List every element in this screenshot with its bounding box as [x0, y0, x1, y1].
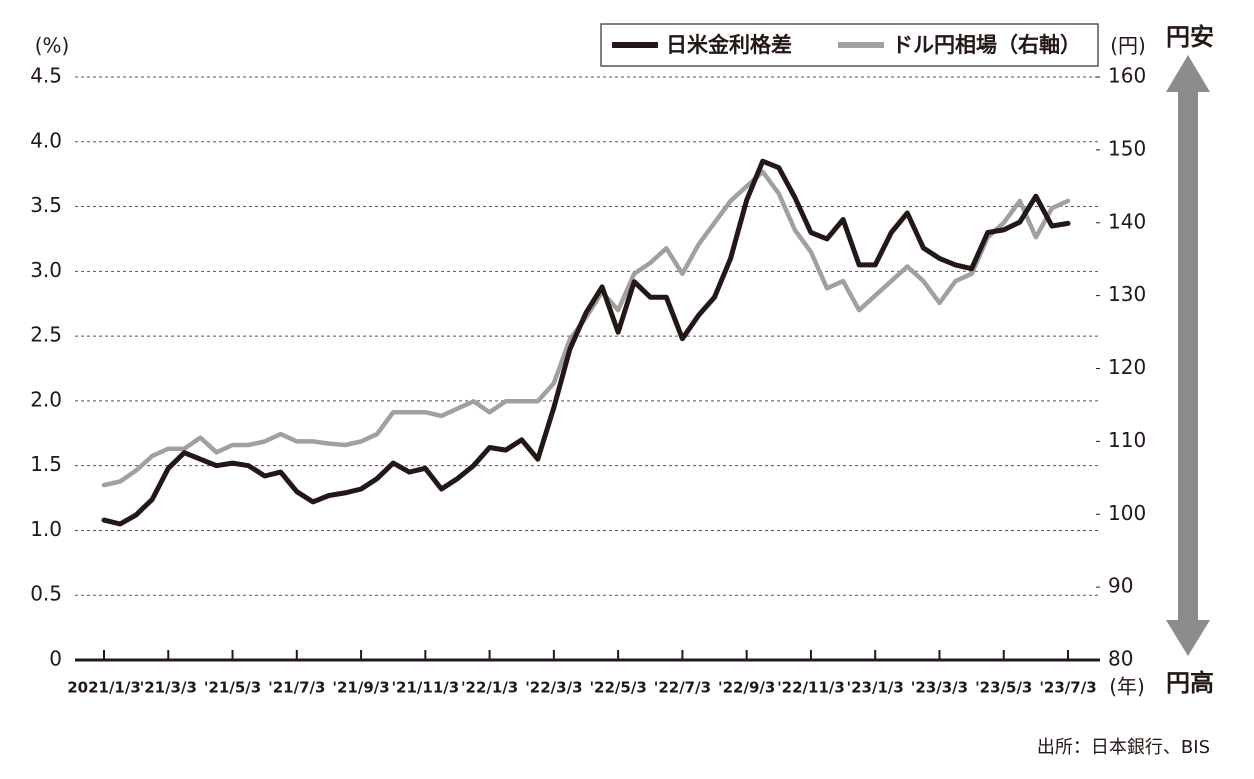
y-tick-label: 1.0 [30, 517, 62, 541]
y-axis-label: (%) [35, 34, 70, 58]
arrow [1166, 55, 1210, 656]
y2-tick-label: 130 [1108, 282, 1146, 306]
x-tick-label: '22/5/3 [589, 679, 646, 697]
y-tick-label: 1.5 [30, 452, 62, 476]
x-tick-label: '22/11/3 [777, 679, 845, 697]
annotation: 円安 [1166, 23, 1214, 51]
y-tick-label: 4.0 [30, 128, 62, 152]
line-series [101, 169, 1071, 488]
x-tick-label: '21/7/3 [268, 679, 325, 697]
legend-label: 日米金利格差 [666, 33, 792, 57]
x-tick-label: '22/3/3 [525, 679, 582, 697]
annotation: 円高 [1166, 669, 1214, 697]
y-tick-label: 4.5 [30, 64, 62, 88]
x-tick-label: '21/3/3 [140, 679, 197, 697]
y2-tick-label: 80 [1108, 647, 1133, 671]
x-tick-label: 2021/1/3 [67, 679, 141, 697]
y-tick-label: 2.5 [30, 323, 62, 347]
y-tick-label: 3.0 [30, 258, 62, 282]
y2-tick-label: 150 [1108, 136, 1146, 160]
x-axis-label: (年) [1109, 675, 1145, 699]
y2-tick-label: 140 [1108, 209, 1146, 233]
x-tick-label: '21/11/3 [391, 679, 459, 697]
y-tick-label: 0.5 [30, 582, 62, 606]
x-tick-label: '23/1/3 [847, 679, 904, 697]
x-tick-label: '23/3/3 [911, 679, 968, 697]
y-tick-label: 3.5 [30, 193, 62, 217]
y2-tick-label: 100 [1108, 501, 1146, 525]
x-tick-label: '21/9/3 [332, 679, 389, 697]
x-tick-label: '23/5/3 [975, 679, 1032, 697]
y-tick-label: 0 [49, 647, 62, 671]
source: 出所：日本銀行、BIS [1037, 737, 1210, 758]
x-tick-label: '21/5/3 [204, 679, 261, 697]
x-tick-label: '22/7/3 [654, 679, 711, 697]
line-series [101, 158, 1071, 527]
y2-tick-label: 110 [1108, 428, 1146, 452]
y2-tick-label: 160 [1108, 64, 1146, 88]
x-tick-label: '22/1/3 [461, 679, 518, 697]
x-tick-label: '22/9/3 [718, 679, 775, 697]
y2-axis-label: (円) [1110, 34, 1146, 58]
y2-tick-label: 120 [1108, 355, 1146, 379]
y-tick-label: 2.0 [30, 387, 62, 411]
legend-label: ドル円相場（右軸） [892, 33, 1081, 57]
y2-tick-label: 90 [1108, 574, 1133, 598]
x-tick-label: '23/7/3 [1039, 679, 1096, 697]
